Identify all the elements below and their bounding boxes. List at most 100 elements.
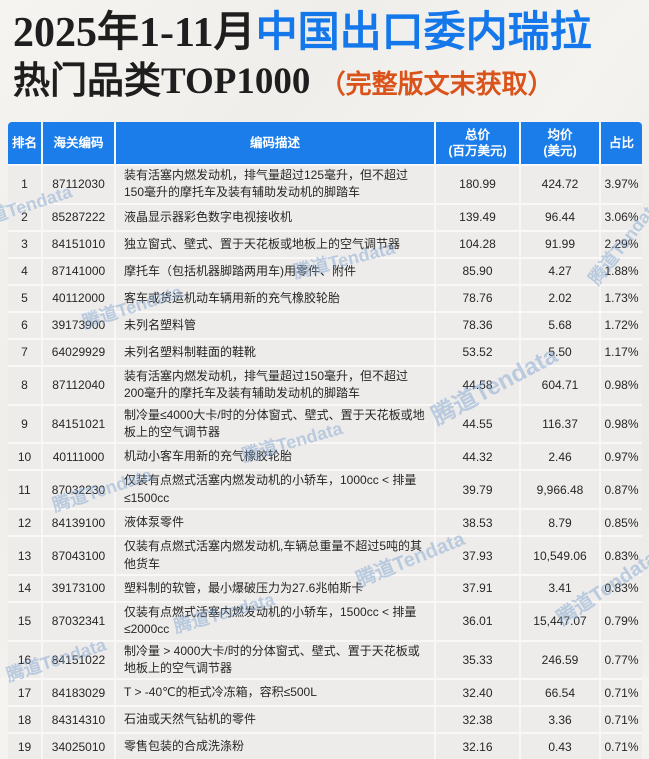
total-value-cell: 32.16 xyxy=(436,734,521,759)
description-cell: 机动小客车用新的充气橡胶轮胎 xyxy=(116,444,436,470)
share-cell: 0.79% xyxy=(604,614,639,629)
header-avg-price: 均价 (美元) xyxy=(521,122,601,164)
description-cell: 仅装有点燃式活塞内燃发动机的小轿车，1500cc < 排量≤2000cc xyxy=(116,602,436,640)
share-cell: 0.97% xyxy=(604,449,639,464)
header-total-line2: (百万美元) xyxy=(448,144,507,158)
rank-cell: 4 xyxy=(8,258,43,284)
total-value-cell: 36.01 xyxy=(436,602,521,640)
hs-code-cell: 84139100 xyxy=(43,510,116,536)
hs-code-cell: 84151010 xyxy=(43,231,116,257)
hs-code-cell: 84151021 xyxy=(43,405,116,443)
description-cell: 客车或货运机动车辆用新的充气橡胶轮胎 xyxy=(116,285,436,311)
header-description: 编码描述 xyxy=(116,122,436,164)
rank-cell: 8 xyxy=(8,366,43,404)
avg-price-cell: 15,447.07 xyxy=(521,602,601,640)
title-top1000: 热门品类TOP1000 xyxy=(13,61,311,103)
title-line-2: 热门品类TOP1000 （完整版文末获取） xyxy=(13,61,637,102)
avg-price-cell: 604.71 xyxy=(521,366,601,404)
share-cell: 0.71% xyxy=(604,712,639,727)
rank-cell: 3 xyxy=(8,231,43,257)
rank-cell: 10 xyxy=(8,444,43,470)
hs-code-cell: 64029929 xyxy=(43,339,116,365)
avg-price-cell: 246.59 xyxy=(521,641,601,679)
title-period: 2025年1-11月 xyxy=(13,10,256,56)
avg-price-cell: 10,549.06 xyxy=(521,537,601,574)
rank-cell: 19 xyxy=(8,734,43,759)
avg-price-cell: 66.54 xyxy=(521,680,601,706)
description-cell: 装有活塞内燃发动机，排气量超过125毫升，但不超过150毫升的摩托车及装有辅助发… xyxy=(116,166,436,203)
share-cell: 3.06% xyxy=(604,210,639,225)
table-row: 7 64029929 未列名塑料制鞋面的鞋靴 53.52 5.50 1.17% xyxy=(8,337,642,365)
avg-price-cell: 5.68 xyxy=(521,312,601,338)
header-rank: 排名 xyxy=(8,122,43,164)
table-row: 18 84314310 石油或天然气钻机的零件 32.38 3.36 0.71% xyxy=(8,705,642,733)
rank-cell: 11 xyxy=(8,471,43,509)
avg-price-cell: 0.43 xyxy=(521,734,601,759)
rank-cell: 15 xyxy=(8,602,43,640)
table-row: 10 40111000 机动小客车用新的充气橡胶轮胎 44.32 2.46 0.97% xyxy=(8,442,642,470)
share-cell: 0.98% xyxy=(604,378,639,393)
share-cell: 1.73% xyxy=(604,291,639,306)
header-avg-line2: (美元) xyxy=(543,144,577,158)
share-cell: 0.71% xyxy=(604,685,639,700)
description-cell: T > -40℃的柜式冷冻箱，容积≤500L xyxy=(116,680,436,706)
share-cell: 1.17% xyxy=(604,345,639,360)
header-share: 占比 xyxy=(608,135,634,150)
hs-code-cell: 84314310 xyxy=(43,707,116,733)
avg-price-cell: 9,966.48 xyxy=(521,471,601,509)
avg-price-cell: 2.46 xyxy=(521,444,601,470)
table-row: 5 40112000 客车或货运机动车辆用新的充气橡胶轮胎 78.76 2.02 1.73… xyxy=(8,283,642,311)
rank-cell: 12 xyxy=(8,510,43,536)
description-cell: 零售包装的合成洗涤粉 xyxy=(116,734,436,759)
avg-price-cell: 4.27 xyxy=(521,258,601,284)
avg-price-cell: 3.41 xyxy=(521,575,601,601)
total-value-cell: 104.28 xyxy=(436,231,521,257)
table-row: 2 85287222 液晶显示器彩色数字电视接收机 139.49 96.44 3.06% xyxy=(8,202,642,230)
hs-code-cell: 87032230 xyxy=(43,471,116,509)
total-value-cell: 78.36 xyxy=(436,312,521,338)
avg-price-cell: 96.44 xyxy=(521,204,601,230)
table-body: 1 87112030 装有活塞内燃发动机，排气量超过125毫升，但不超过150毫升的… xyxy=(8,164,642,759)
avg-price-cell: 91.99 xyxy=(521,231,601,257)
table-row: 14 39173100 塑料制的软管，最小爆破压力为27.6兆帕斯卡 37.91 3.4… xyxy=(8,573,642,601)
hs-code-cell: 87043100 xyxy=(43,537,116,574)
share-cell: 0.77% xyxy=(604,653,639,668)
hs-code-cell: 40111000 xyxy=(43,444,116,470)
share-cell: 0.83% xyxy=(604,548,639,563)
description-cell: 仅装有点燃式活塞内燃发动机的小轿车，1000cc < 排量≤1500cc xyxy=(116,471,436,509)
share-cell: 0.71% xyxy=(604,739,639,754)
table-row: 16 84151022 制冷量 > 4000大卡/时的分体窗式、壁式、置于天花板或地… xyxy=(8,639,642,679)
rank-cell: 13 xyxy=(8,537,43,574)
description-cell: 装有活塞内燃发动机，排气量超过150毫升，但不超过200毫升的摩托车及装有辅助发… xyxy=(116,366,436,404)
total-value-cell: 37.91 xyxy=(436,575,521,601)
share-cell: 1.72% xyxy=(604,318,639,333)
table-row: 4 87141000 摩托车（包括机器脚踏两用车)用零件、附件 85.90 4.27 1.… xyxy=(8,256,642,284)
table-row: 1 87112030 装有活塞内燃发动机，排气量超过125毫升，但不超过150毫升的… xyxy=(8,164,642,203)
description-cell: 制冷量≤4000大卡/时的分体窗式、壁式、置于天花板或地板上的空气调节器 xyxy=(116,405,436,443)
hs-code-cell: 87141000 xyxy=(43,258,116,284)
total-value-cell: 32.38 xyxy=(436,707,521,733)
total-value-cell: 44.32 xyxy=(436,444,521,470)
total-value-cell: 139.49 xyxy=(436,204,521,230)
total-value-cell: 53.52 xyxy=(436,339,521,365)
description-cell: 石油或天然气钻机的零件 xyxy=(116,707,436,733)
rank-cell: 14 xyxy=(8,575,43,601)
table-row: 17 84183029 T > -40℃的柜式冷冻箱，容积≤500L 32.40 66.… xyxy=(8,678,642,706)
hs-code-cell: 39173900 xyxy=(43,312,116,338)
hs-code-cell: 87112040 xyxy=(43,366,116,404)
description-cell: 未列名塑料制鞋面的鞋靴 xyxy=(116,339,436,365)
hs-code-cell: 84151022 xyxy=(43,641,116,679)
avg-price-cell: 2.02 xyxy=(521,285,601,311)
table-row: 9 84151021 制冷量≤4000大卡/时的分体窗式、壁式、置于天花板或地板上的… xyxy=(8,403,642,443)
total-value-cell: 78.76 xyxy=(436,285,521,311)
total-value-cell: 37.93 xyxy=(436,537,521,574)
table-row: 15 87032341 仅装有点燃式活塞内燃发动机的小轿车，1500cc < 排量≤… xyxy=(8,600,642,640)
description-cell: 仅装有点燃式活塞内燃发动机,车辆总重量不超过5吨的其他货车 xyxy=(116,537,436,574)
table-row: 13 87043100 仅装有点燃式活塞内燃发动机,车辆总重量不超过5吨的其他货车 3… xyxy=(8,535,642,574)
hs-code-cell: 39173100 xyxy=(43,575,116,601)
rank-cell: 7 xyxy=(8,339,43,365)
total-value-cell: 32.40 xyxy=(436,680,521,706)
table-row: 12 84139100 液体泵零件 38.53 8.79 0.85% xyxy=(8,508,642,536)
table-header-row: 排名 海关编码 编码描述 总价 (百万美元) 均价 (美元) 占比 xyxy=(8,122,642,164)
